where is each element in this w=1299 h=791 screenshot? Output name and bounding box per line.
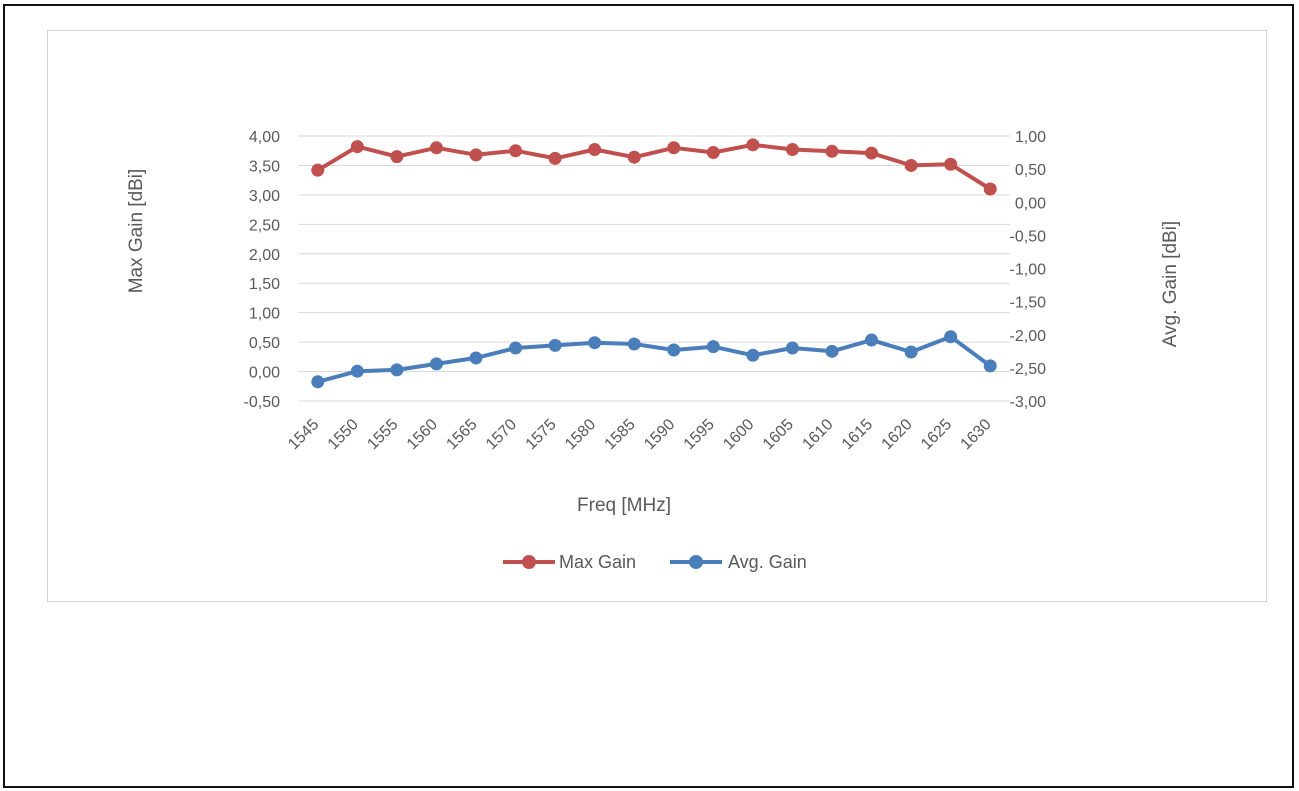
x-tick-label: 1600: [720, 416, 757, 453]
series-line-avg-gain: [317, 334, 992, 384]
data-point-max-gain: [548, 151, 562, 165]
data-point-max-gain: [350, 140, 364, 154]
data-point-max-gain: [944, 157, 958, 171]
data-point-avg-gain: [785, 341, 799, 355]
data-point-max-gain: [429, 141, 443, 155]
data-point-avg-gain: [904, 345, 918, 359]
right-tick-label: 0,00: [1015, 195, 1046, 212]
x-tick-label: 1585: [602, 416, 639, 453]
gridlines: [298, 135, 1010, 402]
x-tick-label: 1560: [404, 416, 441, 453]
left-tick-label: -0,50: [244, 394, 281, 411]
data-point-max-gain: [509, 144, 523, 158]
data-point-avg-gain: [944, 330, 958, 344]
left-tick-label: 0,50: [249, 335, 280, 352]
data-point-avg-gain: [390, 363, 404, 377]
right-tick-label: -1,50: [1010, 295, 1047, 312]
left-tick-label: 3,50: [249, 158, 280, 175]
data-point-avg-gain: [667, 343, 681, 357]
data-point-avg-gain: [469, 351, 483, 365]
data-point-max-gain: [746, 138, 760, 152]
data-point-avg-gain: [627, 337, 641, 351]
data-point-avg-gain: [825, 344, 839, 358]
legend-marker-dot: [522, 555, 536, 569]
data-point-avg-gain: [311, 375, 325, 389]
x-tick-label: 1590: [641, 416, 678, 453]
data-point-avg-gain: [588, 336, 602, 350]
x-tick-label: 1570: [483, 416, 520, 453]
left-tick-label: 1,50: [249, 276, 280, 293]
legend-label-avg-gain: Avg. Gain: [728, 552, 807, 572]
x-axis-title: Freq [MHz]: [577, 495, 671, 516]
right-tick-label: -1,00: [1010, 262, 1047, 279]
legend: Max Gain Avg. Gain: [503, 552, 807, 572]
x-tick-label: 1595: [681, 416, 718, 453]
data-point-max-gain: [904, 158, 918, 172]
right-tick-label: -0,50: [1010, 228, 1047, 245]
dual-axis-line-chart: 4,00 3,50 3,00 2,50 2,00 1,50 1,00 0,50 0,00 -0,5…: [126, 129, 1181, 572]
left-tick-label: 1,00: [249, 306, 280, 323]
data-point-max-gain: [588, 143, 602, 157]
data-point-avg-gain: [350, 364, 364, 378]
data-point-max-gain: [311, 163, 325, 177]
right-tick-label: 0,50: [1015, 162, 1046, 179]
data-point-avg-gain: [509, 341, 523, 355]
data-point-avg-gain: [746, 348, 760, 362]
x-tick-label: 1620: [879, 416, 916, 453]
data-point-avg-gain: [706, 340, 720, 354]
right-tick-label: -2,50: [1010, 361, 1047, 378]
left-tick-label: 2,00: [249, 247, 280, 264]
left-tick-label: 4,00: [249, 129, 280, 146]
legend-marker-dot: [689, 555, 703, 569]
data-point-avg-gain: [983, 359, 997, 373]
x-tick-label: 1615: [839, 416, 876, 453]
left-axis-title: Max Gain [dBi]: [126, 169, 147, 294]
x-tick-label: 1565: [443, 416, 480, 453]
data-point-avg-gain: [548, 338, 562, 352]
x-tick-label: 1550: [325, 416, 362, 453]
left-tick-label: 0,00: [249, 365, 280, 382]
right-tick-label: -3,00: [1010, 394, 1047, 411]
left-tick-label: 3,00: [249, 188, 280, 205]
left-axis-ticks: 4,00 3,50 3,00 2,50 2,00 1,50 1,00 0,50 0,00 -0,5…: [244, 129, 281, 411]
series-line-max-gain: [316, 142, 992, 191]
x-tick-label: 1580: [562, 416, 599, 453]
data-point-max-gain: [983, 182, 997, 196]
data-point-max-gain: [825, 144, 839, 158]
x-tick-label: 1630: [958, 416, 995, 453]
x-tick-label: 1625: [918, 416, 955, 453]
data-point-max-gain: [667, 141, 681, 155]
data-point-max-gain: [785, 143, 799, 157]
right-tick-label: -2,00: [1010, 328, 1047, 345]
data-point-max-gain: [390, 150, 404, 164]
right-axis-ticks: 1,00 0,50 0,00 -0,50 -1,00 -1,50 -2,00 -2,50 -3,…: [1010, 129, 1047, 411]
page-frame: 4,00 3,50 3,00 2,50 2,00 1,50 1,00 0,50 0,00 -0,5…: [3, 4, 1294, 788]
data-point-max-gain: [706, 145, 720, 159]
x-tick-label: 1575: [523, 416, 560, 453]
x-tick-label: 1610: [799, 416, 836, 453]
series-layer: [311, 138, 997, 389]
left-tick-label: 2,50: [249, 217, 280, 234]
chart-area: 4,00 3,50 3,00 2,50 2,00 1,50 1,00 0,50 0,00 -0,5…: [47, 30, 1267, 602]
right-tick-label: 1,00: [1015, 129, 1046, 146]
legend-item-avg-gain: Avg. Gain: [670, 552, 807, 572]
right-axis-title: Avg. Gain [dBi]: [1160, 221, 1181, 347]
data-point-max-gain: [627, 150, 641, 164]
legend-label-max-gain: Max Gain: [559, 552, 636, 572]
x-axis-ticks: 1545 1550 1555 1560 1565 1570 1575 1580 1585 1590…: [285, 416, 995, 453]
data-point-max-gain: [865, 146, 879, 160]
data-point-avg-gain: [865, 333, 879, 347]
x-tick-label: 1605: [760, 416, 797, 453]
legend-item-max-gain: Max Gain: [503, 552, 636, 572]
data-point-max-gain: [469, 148, 483, 162]
x-tick-label: 1545: [285, 416, 322, 453]
data-point-avg-gain: [429, 357, 443, 371]
x-tick-label: 1555: [364, 416, 401, 453]
